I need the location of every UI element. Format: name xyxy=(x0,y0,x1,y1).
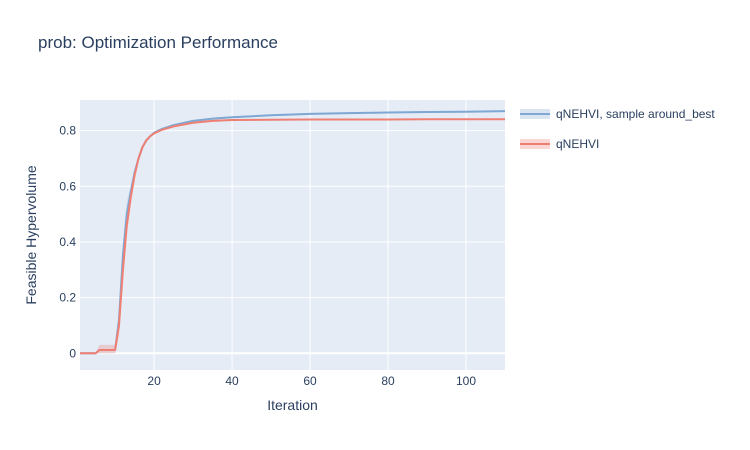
x-axis-ticks: 20 40 60 80 100 xyxy=(147,374,476,388)
grid-lines xyxy=(80,100,505,370)
legend[interactable]: qNEHVI, sample around_best qNEHVI xyxy=(520,107,715,151)
x-tick-label: 80 xyxy=(381,374,395,388)
legend-label: qNEHVI, sample around_best xyxy=(556,107,715,121)
y-tick-label: 0.8 xyxy=(59,124,76,138)
x-tick-label: 40 xyxy=(225,374,239,388)
y-axis-title: Feasible Hypervolume xyxy=(23,165,39,304)
y-tick-label: 0 xyxy=(69,346,76,360)
y-tick-label: 0.4 xyxy=(59,235,76,249)
x-tick-label: 60 xyxy=(303,374,317,388)
x-axis-title: Iteration xyxy=(267,397,318,413)
x-tick-label: 100 xyxy=(456,374,476,388)
chart-title: prob: Optimization Performance xyxy=(38,33,278,52)
x-tick-label: 20 xyxy=(147,374,161,388)
series-line-2 xyxy=(80,118,505,355)
y-axis-ticks: 0 0.2 0.4 0.6 0.8 xyxy=(59,124,76,361)
y-tick-label: 0.6 xyxy=(59,179,76,193)
plot-background xyxy=(80,100,505,370)
series-lines xyxy=(80,110,506,355)
legend-label: qNEHVI xyxy=(556,137,599,151)
y-tick-label: 0.2 xyxy=(59,291,76,305)
